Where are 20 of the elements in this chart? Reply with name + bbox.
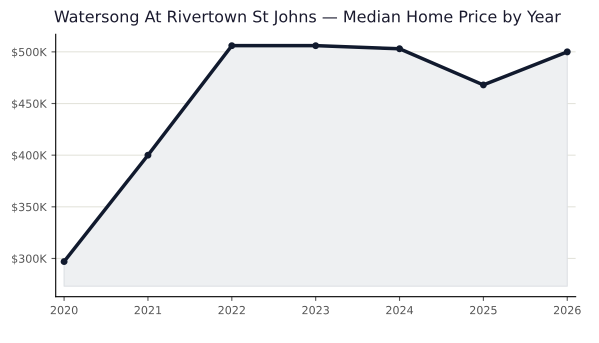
point [564,48,571,56]
x-tick-label: 2026 [554,306,581,314]
x-tick-label: 2024 [386,306,414,314]
chart-title: Watersong At Rivertown St Johns — Median Home Price by Year [54,10,561,26]
point [396,45,404,52]
y-tick-label: $500K [12,48,47,58]
x-tick-label: 2023 [302,306,329,314]
y-tick-label: $400K [12,150,47,162]
x-tick-label: 2025 [470,306,497,314]
point [60,258,68,266]
y-tick-label: $450K [12,99,47,110]
point [480,81,487,88]
point [312,42,320,50]
point [228,42,236,50]
y-tick-label: $300K [12,254,47,264]
point [144,152,152,159]
x-tick-label: 2022 [218,306,245,314]
y-tick-label: $350K [12,202,47,213]
x-tick-label: 2021 [134,306,162,314]
x-tick-label: 2020 [50,306,78,314]
